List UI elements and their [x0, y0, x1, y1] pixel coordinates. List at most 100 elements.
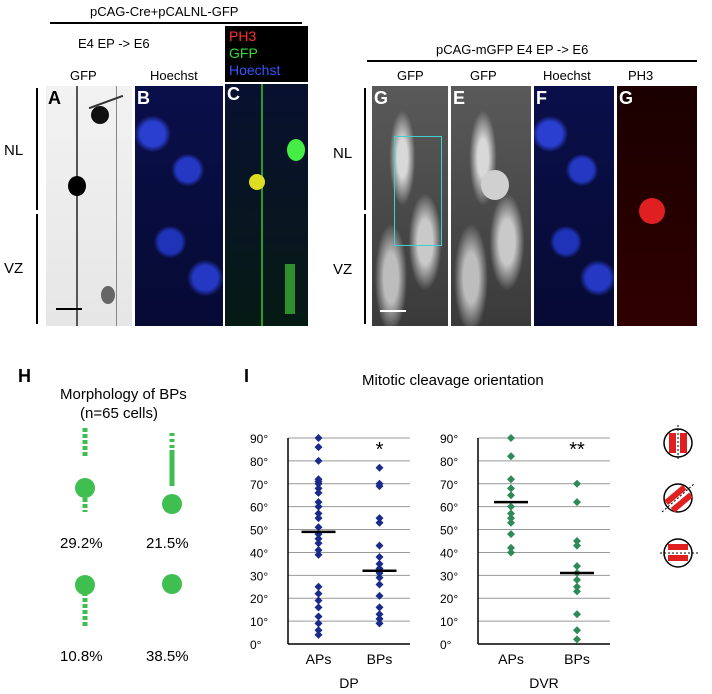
- data-point: [375, 619, 384, 628]
- panel-h-title: Morphology of BPs: [60, 386, 187, 403]
- y-tick-label: 70°: [250, 478, 268, 492]
- x-category-label: APs: [306, 651, 332, 667]
- panel-h-subtitle: (n=65 cells): [80, 405, 158, 422]
- vertical-cleavage-icon: [663, 425, 693, 461]
- data-point: [507, 475, 515, 484]
- data-point: [375, 580, 384, 589]
- data-point: [375, 518, 384, 527]
- data-point: [314, 630, 323, 639]
- legend-ph3: PH3: [229, 28, 257, 44]
- panel-g-image: G: [617, 86, 697, 326]
- x-category-label: APs: [498, 651, 524, 667]
- y-tick-label: 10°: [440, 615, 458, 629]
- data-point: [573, 575, 581, 584]
- panel-i-letter: I: [244, 366, 250, 386]
- legend-hoechst: Hoechst: [229, 62, 281, 78]
- bp-pct-2: 21.5%: [146, 535, 189, 552]
- bp-cell-apical-process: [162, 430, 182, 514]
- y-tick-label: 0°: [440, 638, 452, 652]
- panel-c-image: C: [225, 84, 308, 326]
- y-tick-label: 40°: [250, 546, 268, 560]
- data-point: [573, 582, 581, 591]
- panel-e-label: GFP: [470, 68, 497, 83]
- y-tick-label: 10°: [250, 615, 268, 629]
- panel-a-letter: A: [48, 88, 61, 108]
- y-tick-label: 70°: [440, 478, 458, 492]
- bp-cell-bipolar: [75, 428, 95, 512]
- data-point: [314, 498, 323, 507]
- data-point: [375, 541, 384, 550]
- data-point: [314, 589, 323, 598]
- construct-label-left: pCAG-Cre+pCALNL-GFP: [90, 4, 239, 19]
- panel-g-label: PH3: [628, 68, 654, 83]
- bp-cell-basal-process: [75, 575, 95, 626]
- data-point: [375, 610, 384, 619]
- data-point: [507, 530, 515, 539]
- bp-pct-3: 10.8%: [60, 648, 103, 665]
- data-point: [314, 443, 323, 452]
- panel-e-image: E: [451, 86, 531, 326]
- data-point: [314, 619, 323, 628]
- panel-c-letter: C: [227, 84, 240, 104]
- horizontal-cleavage-icon: [660, 538, 700, 568]
- panel-f-label: Hoechst: [543, 68, 591, 83]
- data-point: [375, 514, 384, 523]
- data-point: [314, 523, 323, 532]
- orientation-icons: [660, 425, 700, 568]
- data-point: [314, 456, 323, 465]
- data-point: [375, 553, 384, 562]
- data-point: [375, 614, 384, 623]
- y-tick-label: 20°: [250, 592, 268, 606]
- data-point: [375, 573, 384, 582]
- region-vz-right: VZ: [333, 261, 353, 278]
- y-tick-label: 80°: [440, 455, 458, 469]
- legend-gfp: GFP: [229, 45, 258, 61]
- panel-d-image: G: [372, 86, 448, 326]
- x-axis-label: DP: [339, 675, 358, 691]
- data-point: [507, 543, 515, 552]
- region-bar-vz-right: [364, 214, 366, 324]
- x-axis-label: DVR: [529, 675, 559, 691]
- data-point: [507, 514, 515, 523]
- y-tick-label: 90°: [250, 432, 268, 446]
- data-point: [573, 610, 581, 619]
- data-point: [314, 484, 323, 493]
- data-point: [507, 484, 515, 493]
- data-point: [573, 537, 581, 545]
- y-tick-label: 90°: [440, 432, 458, 446]
- data-point: [573, 541, 581, 550]
- data-point: [573, 479, 581, 488]
- data-point: [375, 591, 384, 600]
- panel-e-letter: E: [453, 88, 466, 108]
- data-point: [375, 482, 384, 491]
- data-point: [507, 452, 515, 461]
- data-point: [314, 582, 323, 591]
- y-tick-label: 80°: [250, 455, 268, 469]
- y-tick-label: 60°: [250, 501, 268, 515]
- panel-g-letter: G: [619, 88, 634, 108]
- data-point: [314, 539, 323, 548]
- y-tick-label: 50°: [250, 524, 268, 538]
- region-bar-nl-left: [36, 88, 38, 210]
- legend-box: PH3 GFP Hoechst: [225, 26, 308, 82]
- y-tick-label: 30°: [250, 569, 268, 583]
- data-point: [314, 596, 323, 605]
- panel-b-image: B: [135, 86, 223, 326]
- panel-a-label: GFP: [70, 68, 97, 83]
- y-tick-label: 20°: [440, 592, 458, 606]
- data-point: [573, 587, 581, 596]
- data-point: [314, 612, 323, 621]
- y-tick-label: 40°: [440, 546, 458, 560]
- panel-b-letter: B: [137, 88, 150, 108]
- data-point: [314, 509, 323, 518]
- data-point: [314, 546, 323, 555]
- x-category-label: BPs: [564, 651, 590, 667]
- panel-i-title: Mitotic cleavage orientation: [362, 372, 544, 389]
- timing-label-left: E4 EP -> E6: [78, 36, 150, 51]
- bp-pct-1: 29.2%: [60, 535, 103, 552]
- y-tick-label: 50°: [440, 524, 458, 538]
- data-point: [507, 434, 515, 442]
- region-nl-right: NL: [333, 145, 353, 162]
